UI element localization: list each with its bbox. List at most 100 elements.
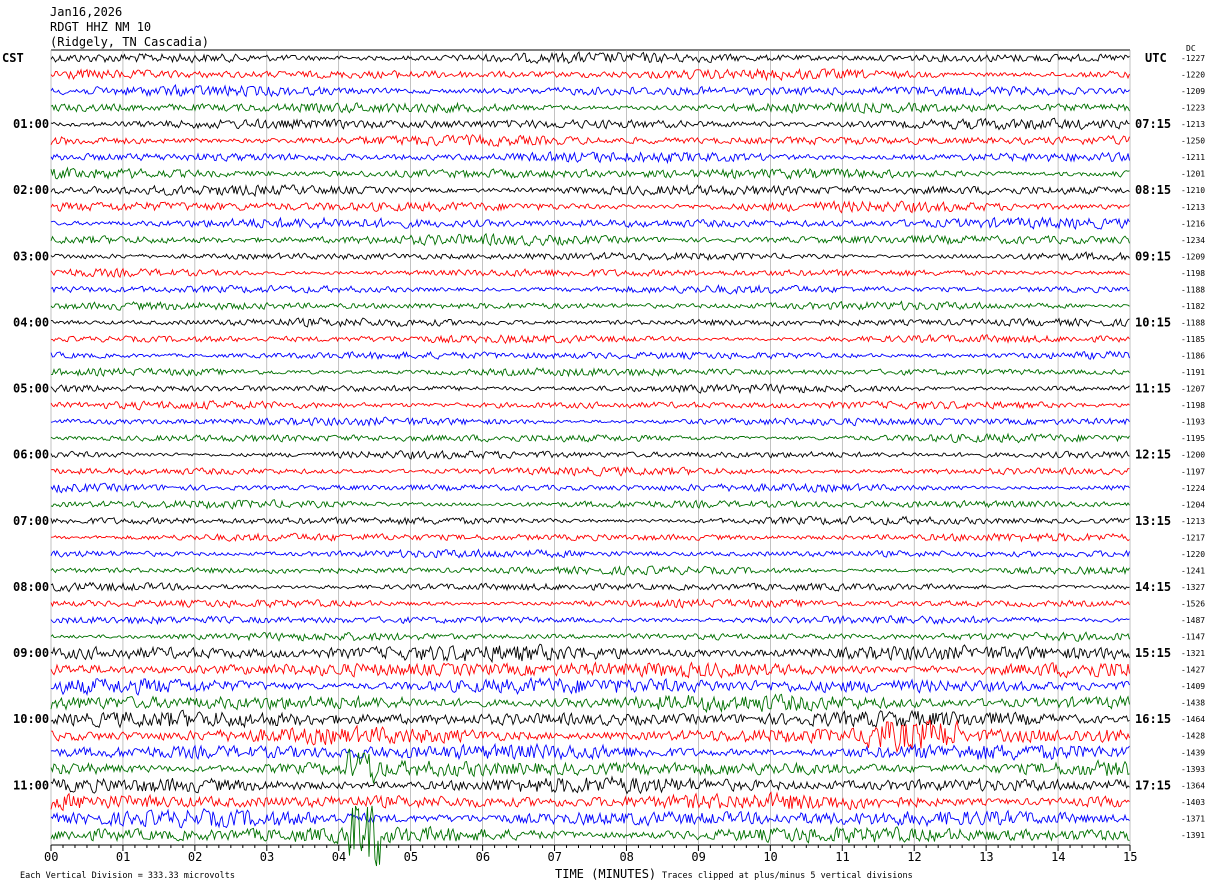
dc-offset-label: -1428 (1181, 732, 1205, 741)
dc-offset-label: -1191 (1181, 368, 1205, 377)
right-hour-label: 11:15 (1135, 382, 1171, 396)
clip-note: Traces clipped at plus/minus 5 vertical … (662, 871, 913, 881)
seismic-trace (50, 748, 1130, 784)
dc-offset-label: -1213 (1181, 517, 1205, 526)
x-tick-label: 08 (619, 850, 633, 864)
traces (50, 51, 1130, 867)
dc-offset-label: -1364 (1181, 781, 1205, 790)
dc-offset-label: -1213 (1181, 203, 1205, 212)
title-location: (Ridgely, TN Cascadia) (50, 35, 209, 49)
x-tick-label: 11 (835, 850, 849, 864)
dc-offset-label: -1198 (1181, 401, 1205, 410)
left-hour-label: 03:00 (13, 249, 49, 263)
x-tick-label: 02 (188, 850, 202, 864)
seismic-trace (50, 499, 1130, 510)
dc-offset-label: -1197 (1181, 467, 1205, 476)
dc-offset-label: -1216 (1181, 219, 1205, 228)
seismic-trace (50, 200, 1130, 214)
x-tick-label: 03 (260, 850, 274, 864)
seismic-trace (50, 284, 1130, 295)
dc-offset-label: -1439 (1181, 748, 1205, 757)
dc-offset-label: -1182 (1181, 302, 1205, 311)
dc-offset-label: -1241 (1181, 566, 1205, 575)
left-timezone: CST (2, 51, 24, 65)
dc-offset-label: -1213 (1181, 120, 1205, 129)
dc-offset-label: -1403 (1181, 798, 1205, 807)
left-hour-label: 10:00 (13, 712, 49, 726)
right-hour-label: 13:15 (1135, 514, 1171, 528)
dc-offset-label: -1409 (1181, 682, 1205, 691)
right-hour-label: 12:15 (1135, 448, 1171, 462)
dc-offset-label: -1209 (1181, 87, 1205, 96)
left-hour-label: 02:00 (13, 183, 49, 197)
dc-offset-label: -1217 (1181, 533, 1205, 542)
seismic-trace (50, 333, 1130, 345)
dc-offset-label: -1526 (1181, 599, 1205, 608)
dc-offset-label: -1193 (1181, 418, 1205, 427)
seismic-trace (50, 515, 1130, 526)
seismic-trace (50, 719, 1130, 754)
dc-offset-label: -1210 (1181, 186, 1205, 195)
dc-offset-label: -1393 (1181, 765, 1205, 774)
dc-offset-label: -1220 (1181, 71, 1205, 80)
x-tick-label: 00 (44, 850, 58, 864)
seismic-trace (50, 661, 1130, 679)
x-axis-label: TIME (MINUTES) (555, 867, 656, 881)
x-tick-label: 05 (404, 850, 418, 864)
left-hour-label: 09:00 (13, 646, 49, 660)
seismic-trace (50, 598, 1130, 609)
dc-offset-label: -1487 (1181, 616, 1205, 625)
dc-offset-label: -1186 (1181, 352, 1205, 361)
seismic-trace (50, 807, 1130, 829)
scale-note: Each Vertical Division = 333.33 microvol… (20, 871, 235, 881)
dc-offset-label: -1223 (1181, 104, 1205, 113)
dc-offset-label: -1195 (1181, 434, 1205, 443)
seismic-trace (50, 399, 1130, 411)
title-date: Jan16,2026 (50, 5, 122, 19)
dc-offset-label: -1391 (1181, 831, 1205, 840)
seismic-trace (50, 216, 1130, 231)
right-hour-label: 17:15 (1135, 778, 1171, 792)
seismic-trace (50, 709, 1130, 729)
x-tick-label: 09 (691, 850, 705, 864)
seismic-trace (50, 350, 1130, 360)
seismic-trace (51, 532, 1130, 543)
seismic-trace (50, 251, 1130, 262)
seismic-trace (50, 83, 1130, 98)
seismic-trace (50, 367, 1130, 378)
dc-header: DC (1186, 44, 1196, 53)
dc-offset-label: -1321 (1181, 649, 1205, 658)
seismic-trace (50, 300, 1130, 311)
seismic-trace (50, 51, 1130, 65)
dc-offset-label: -1438 (1181, 699, 1205, 708)
seismic-trace (50, 643, 1130, 664)
seismic-trace (50, 775, 1130, 795)
right-hour-label: 14:15 (1135, 580, 1171, 594)
x-tick-label: 12 (907, 850, 921, 864)
seismic-trace (50, 267, 1130, 279)
title-station: RDGT HHZ NM 10 (50, 20, 151, 34)
dc-offset-label: -1371 (1181, 814, 1205, 823)
seismic-trace (50, 183, 1130, 198)
dc-offset-label: -1204 (1181, 500, 1205, 509)
seismic-trace (50, 791, 1130, 812)
left-hour-label: 06:00 (13, 448, 49, 462)
seismic-trace (50, 383, 1130, 395)
seismic-trace (50, 133, 1130, 148)
dc-offset-label: -1464 (1181, 715, 1205, 724)
seismic-trace (50, 416, 1130, 427)
x-tick-label: 06 (476, 850, 490, 864)
dc-offset-label: -1224 (1181, 484, 1205, 493)
seismic-trace (50, 67, 1130, 82)
dc-offset-label: -1147 (1181, 633, 1205, 642)
dc-offset-label: -1201 (1181, 170, 1205, 179)
dc-offset-label: -1211 (1181, 153, 1205, 162)
dc-offset-label: -1207 (1181, 385, 1205, 394)
x-tick-label: 14 (1051, 850, 1065, 864)
seismic-trace (50, 317, 1130, 328)
seismic-trace (50, 117, 1130, 131)
left-hour-label: 11:00 (13, 778, 49, 792)
x-tick-label: 10 (763, 850, 777, 864)
dc-offset-label: -1427 (1181, 666, 1205, 675)
dc-offset-label: -1327 (1181, 583, 1205, 592)
